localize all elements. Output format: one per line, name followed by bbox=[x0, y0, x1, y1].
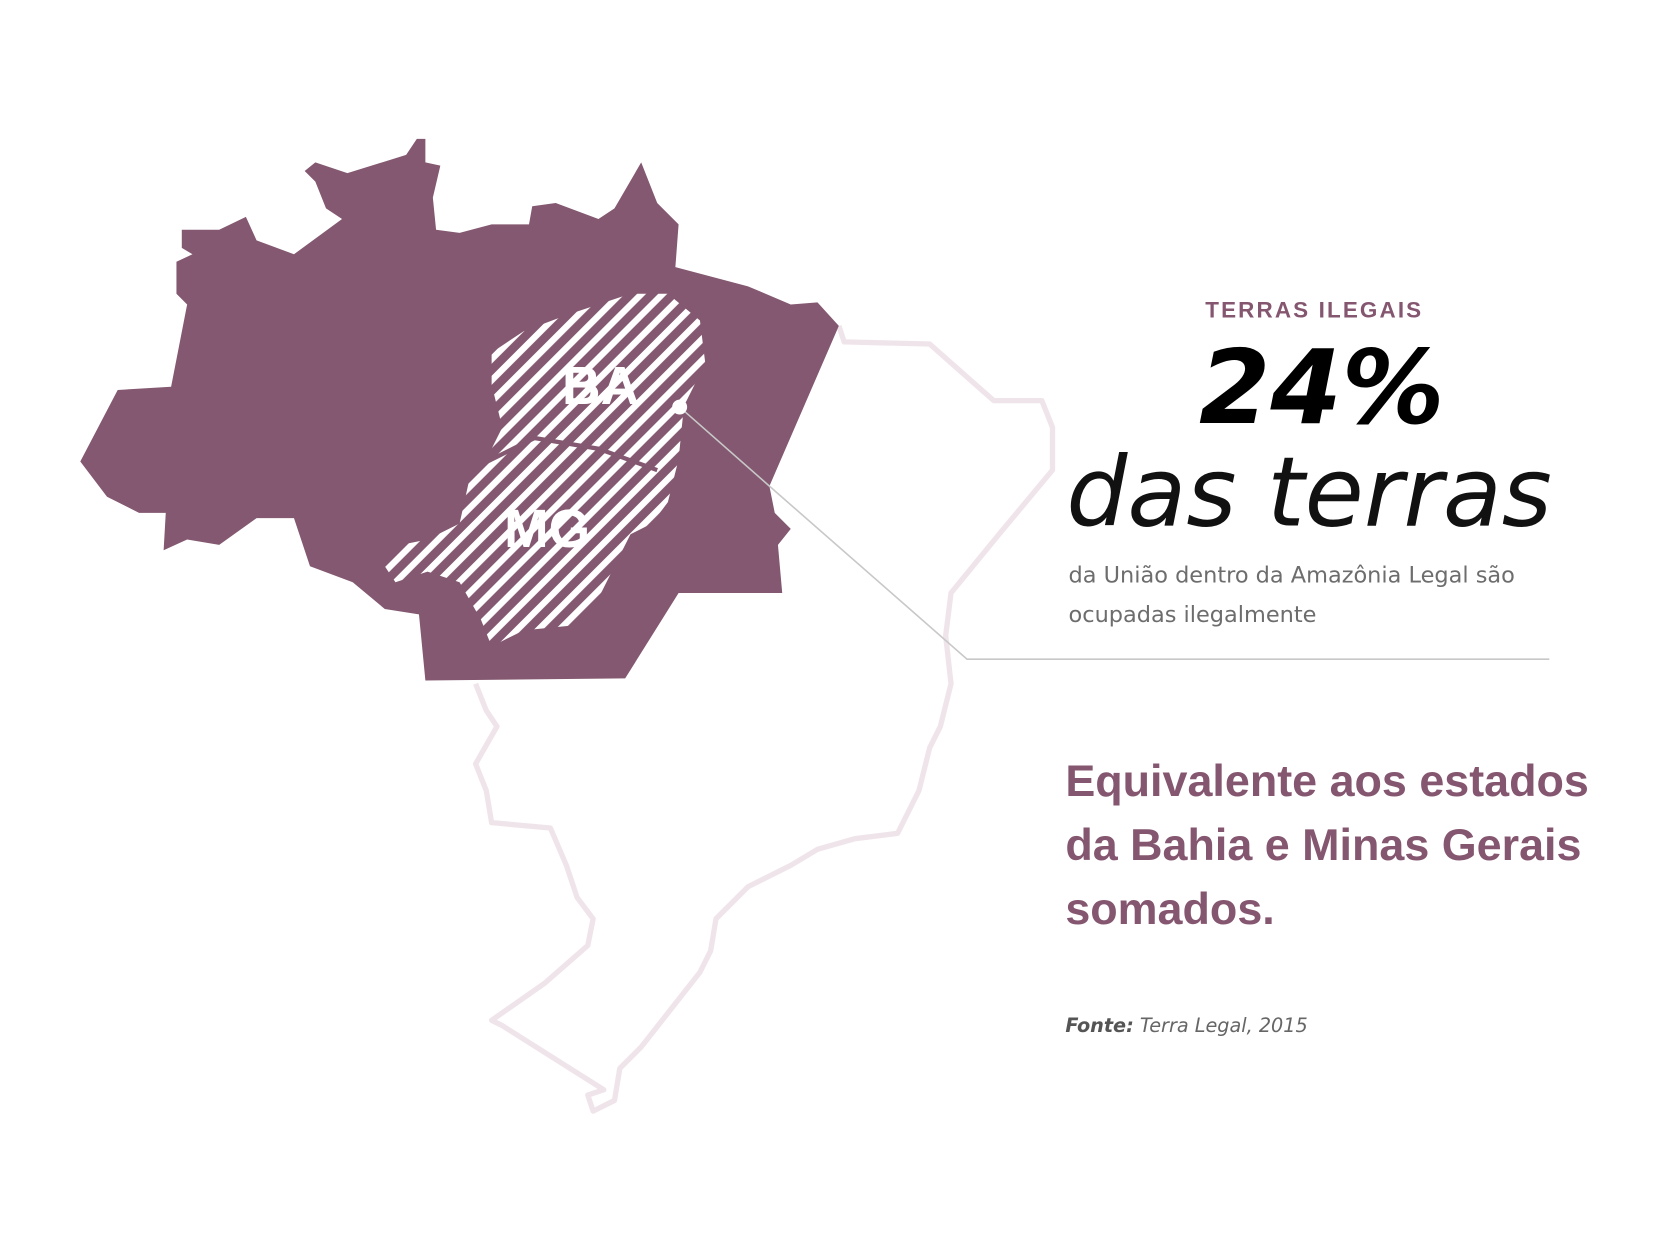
subheadline: das terras bbox=[1066, 437, 1552, 549]
state-label: MG bbox=[504, 500, 590, 559]
source-text: Terra Legal, 2015 bbox=[1140, 1014, 1308, 1037]
ba-mg-border bbox=[469, 435, 658, 473]
amazonia-legal bbox=[80, 138, 839, 681]
statement: Equivalente aos estados bbox=[1065, 755, 1589, 806]
brazil-outline bbox=[472, 325, 1056, 1114]
state-label: BA bbox=[562, 357, 639, 416]
source-label: Fonte: bbox=[1065, 1014, 1133, 1037]
headline: 24% bbox=[1199, 329, 1444, 448]
statement: somados. bbox=[1065, 883, 1274, 934]
ba-mg-hatch bbox=[384, 293, 706, 647]
callout-dot bbox=[672, 399, 688, 415]
kicker: TERRAS ILEGAIS bbox=[1205, 297, 1423, 322]
statement: da Bahia e Minas Gerais bbox=[1065, 819, 1581, 870]
description: ocupadas ilegalmente bbox=[1069, 602, 1317, 628]
source: Fonte: Terra Legal, 2015 bbox=[1065, 1014, 1307, 1037]
callout-line bbox=[679, 406, 1550, 660]
description: da União dentro da Amazônia Legal são bbox=[1069, 562, 1515, 588]
